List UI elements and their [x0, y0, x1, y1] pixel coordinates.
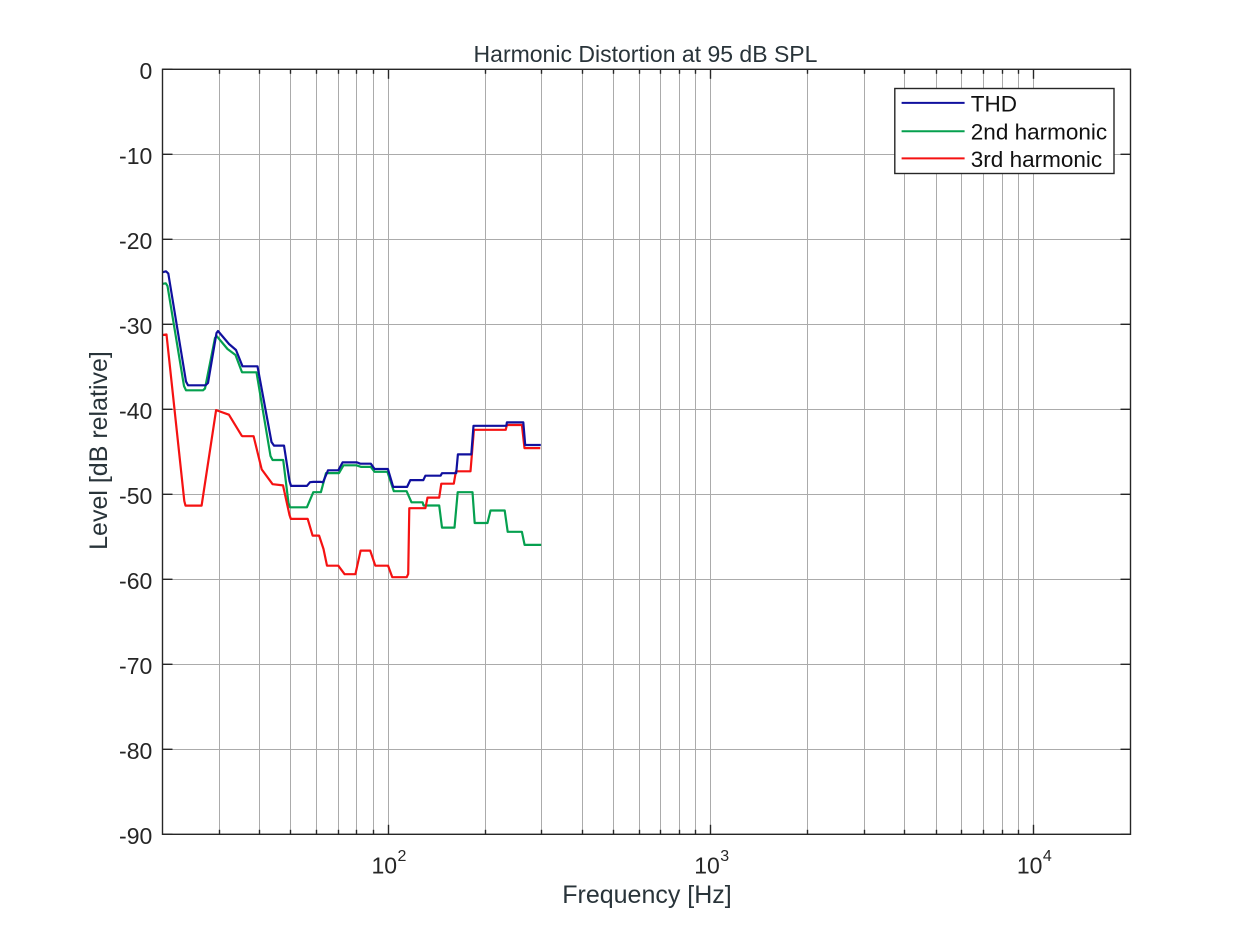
svg-text:-80: -80 — [119, 738, 152, 764]
svg-text:2: 2 — [398, 848, 407, 865]
svg-text:-70: -70 — [119, 653, 152, 679]
svg-text:Harmonic Distortion at 95 dB S: Harmonic Distortion at 95 dB SPL — [474, 41, 818, 67]
svg-text:10: 10 — [1017, 853, 1043, 879]
svg-text:-50: -50 — [119, 483, 152, 509]
svg-text:3: 3 — [720, 848, 729, 865]
svg-text:0: 0 — [140, 58, 153, 84]
svg-text:THD: THD — [971, 91, 1017, 116]
svg-text:-90: -90 — [119, 823, 152, 849]
svg-text:-40: -40 — [119, 398, 152, 424]
svg-text:-10: -10 — [119, 143, 152, 169]
svg-text:10: 10 — [694, 853, 720, 879]
svg-text:-30: -30 — [119, 313, 152, 339]
svg-text:-60: -60 — [119, 568, 152, 594]
svg-text:Frequency [Hz]: Frequency [Hz] — [562, 881, 732, 909]
svg-text:3rd harmonic: 3rd harmonic — [971, 147, 1102, 172]
svg-text:Level [dB relative]: Level [dB relative] — [85, 351, 113, 550]
svg-text:4: 4 — [1043, 848, 1052, 865]
svg-text:2nd harmonic: 2nd harmonic — [971, 120, 1107, 145]
svg-text:10: 10 — [372, 853, 398, 879]
svg-text:-20: -20 — [119, 228, 152, 254]
